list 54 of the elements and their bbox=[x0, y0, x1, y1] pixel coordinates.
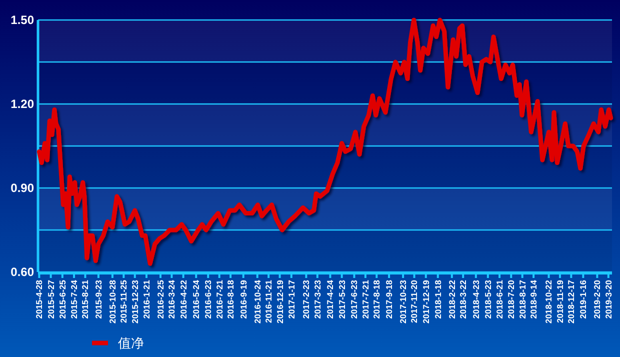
x-tick-label: 2015-7-24 bbox=[69, 280, 79, 319]
x-tick-label: 2017-12-19 bbox=[420, 280, 431, 324]
x-tick-label: 2017-9-18 bbox=[384, 280, 394, 319]
x-tick-label: 2019-2-20 bbox=[592, 280, 602, 319]
x-tick-label: 2015-8-21 bbox=[80, 280, 90, 319]
x-tick-label: 2018-6-21 bbox=[494, 280, 504, 319]
y-tick-label: 0.60 bbox=[10, 265, 34, 280]
x-tick-label: 2017-10-23 bbox=[398, 280, 408, 324]
x-tick-label: 2018-11-19 bbox=[554, 280, 565, 324]
x-tick-label: 2018-12-17 bbox=[566, 280, 576, 324]
x-tick-label: 2016-2-25 bbox=[155, 280, 166, 319]
x-tick-label: 2017-2-23 bbox=[301, 280, 312, 319]
x-tick-label: 2016-9-19 bbox=[238, 280, 248, 319]
x-tick-label: 2016-7-21 bbox=[214, 280, 224, 319]
x-tick-label: 2015-12-23 bbox=[130, 280, 140, 324]
x-tick-label: 2017-7-21 bbox=[360, 280, 370, 319]
x-tick-label: 2015-11-25 bbox=[118, 280, 129, 324]
x-tick-label: 2016-6-23 bbox=[203, 280, 214, 319]
x-tick-label: 2015-5-27 bbox=[46, 280, 56, 319]
x-tick-label: 2018-5-23 bbox=[482, 280, 493, 319]
y-tick-label: 0.90 bbox=[10, 181, 34, 196]
x-tick-label: 2015-4-28 bbox=[34, 280, 44, 319]
x-tick-label: 2016-10-24 bbox=[252, 280, 262, 324]
x-tick-label: 2019-3-20 bbox=[603, 280, 614, 319]
y-tick-label: 1.50 bbox=[10, 13, 34, 28]
x-tick-label: 2016-8-18 bbox=[226, 280, 236, 319]
x-tick-label: 2015-10-28 bbox=[107, 280, 118, 324]
x-tick-label: 2017-5-23 bbox=[336, 280, 347, 319]
legend-label: 值净 bbox=[118, 336, 144, 351]
x-tick-label: 2016-12-19 bbox=[274, 280, 285, 324]
x-tick-label: 2018-10-22 bbox=[544, 280, 554, 324]
x-tick-label: 2016-1-21 bbox=[141, 280, 152, 319]
x-tick-label: 2017-6-23 bbox=[349, 280, 360, 319]
x-tick-label: 2015-9-23 bbox=[93, 280, 104, 319]
x-tick-label: 2018-4-23 bbox=[470, 280, 481, 319]
x-tick-label: 2015-6-25 bbox=[57, 280, 68, 319]
x-tick-label: 2018-3-22 bbox=[458, 280, 468, 319]
x-tick-label: 2017-3-23 bbox=[312, 280, 322, 319]
x-tick-label: 2019-1-16 bbox=[578, 280, 588, 319]
line-series bbox=[36, 18, 614, 266]
y-tick-label: 1.20 bbox=[10, 97, 34, 112]
x-tick-label: 2016-5-24 bbox=[191, 280, 202, 319]
x-tick-label: 2018-1-18 bbox=[432, 280, 443, 319]
x-tick-label: 2017-8-18 bbox=[372, 280, 382, 319]
x-tick-label: 2018-9-14 bbox=[528, 280, 539, 319]
x-tick-label: 2016-4-22 bbox=[178, 280, 188, 319]
x-tick-label: 2016-11-21 bbox=[264, 280, 274, 324]
x-tick-label: 2018-8-17 bbox=[517, 280, 528, 319]
x-tick-label: 2018-2-22 bbox=[446, 280, 457, 319]
x-tick-label: 2018-7-20 bbox=[506, 280, 516, 319]
x-tick-label: 2017-1-17 bbox=[286, 280, 296, 319]
x-tick-label: 2017-4-24 bbox=[325, 280, 336, 319]
x-tick-label: 2016-3-24 bbox=[166, 280, 177, 319]
x-tick-label: 2017-11-20 bbox=[409, 280, 420, 324]
